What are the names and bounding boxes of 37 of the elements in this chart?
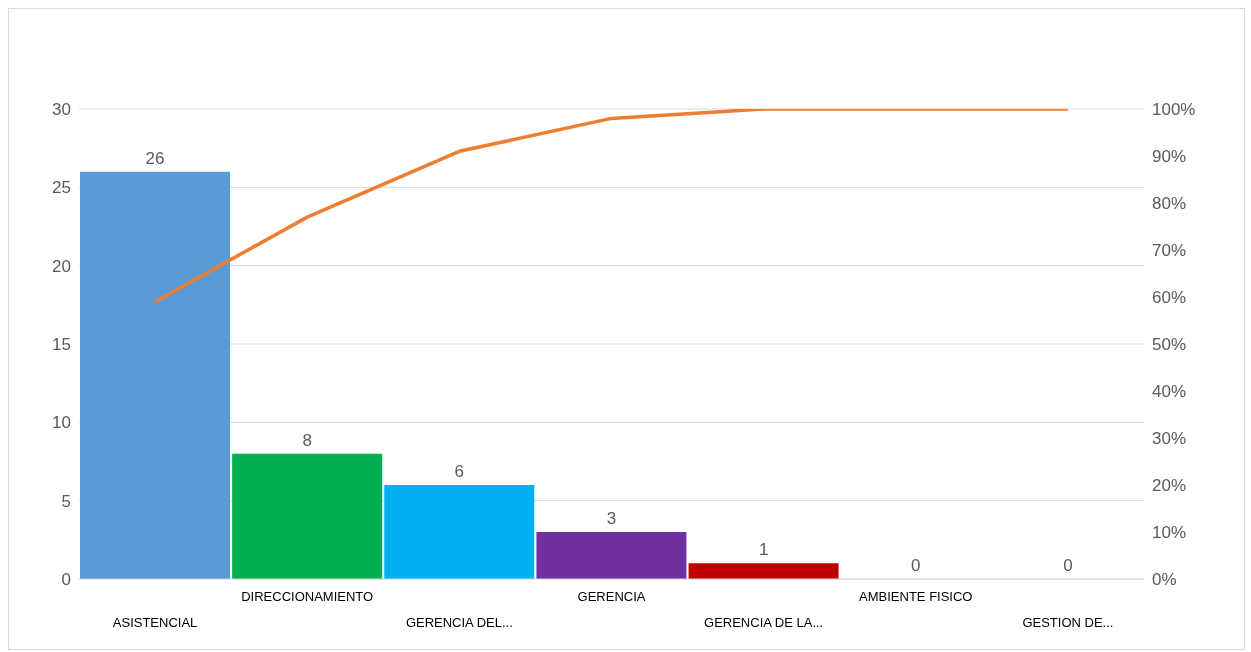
x-tick-label: GERENCIA [577,589,646,604]
y2-tick-label: 10% [1152,523,1187,543]
x-tick-label: GERENCIA DEL... [405,615,513,630]
y-tick-label: 20 [52,256,71,276]
bar [384,485,535,579]
y2-tick-label: 90% [1152,147,1187,167]
y2-tick-label: 60% [1152,288,1187,308]
data-label: 0 [1063,556,1073,575]
bar [536,532,687,579]
y-tick-label: 15 [52,335,71,355]
x-tick-label: DIRECCIONAMIENTO [241,589,374,604]
y2-tick-label: 70% [1152,241,1187,261]
y2-tick-label: 50% [1152,335,1187,355]
y2-tick-label: 0% [1152,570,1177,590]
y2-tick-label: 80% [1152,194,1187,214]
x-tick-label: GERENCIA DE LA... [704,615,824,630]
data-label: 8 [302,430,312,450]
x-tick-label: GESTION DE... [1022,615,1114,630]
data-label: 3 [606,509,617,528]
data-label: 6 [454,462,465,481]
bar [80,171,230,579]
bar [688,563,839,579]
y2-tick-label: 20% [1152,476,1187,496]
y-tick-label: 25 [52,178,71,198]
data-label: 1 [758,540,769,560]
data-label: 26 [145,148,165,168]
y2-tick-label: 40% [1152,382,1187,402]
x-tick-label: AMBIENTE FISICO [859,589,973,604]
y-tick-label: 10 [52,413,71,433]
y-tick-label: 0 [61,570,71,590]
x-tick-label: ASISTENCIAL [112,615,198,630]
bar [232,453,383,579]
y-tick-label: 30 [52,100,71,120]
y2-tick-label: 100% [1152,100,1196,120]
data-label: 0 [911,556,921,575]
y2-tick-label: 30% [1152,429,1187,449]
y-tick-label: 5 [61,491,71,511]
